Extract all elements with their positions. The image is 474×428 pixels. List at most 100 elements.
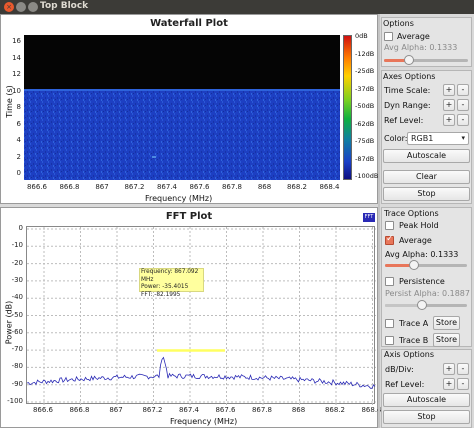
db-div-minus-button[interactable]: -	[457, 363, 469, 375]
fft-ref-level-label: Ref Level:	[385, 380, 425, 389]
colorbar-label-7: -87dB	[355, 154, 375, 163]
trace-b-checkbox[interactable]	[385, 336, 394, 345]
fft-ytick-2: -20	[11, 258, 23, 267]
maximize-icon[interactable]	[28, 2, 38, 12]
fft-canvas[interactable]: Frequency: 867.092 MHz Power: -35.4015 F…	[26, 226, 376, 405]
fft-ytick-10: -100	[7, 397, 23, 405]
colorbar-label-4: -50dB	[355, 102, 375, 110]
axis-options-title: Axis Options	[384, 350, 435, 359]
dyn-range-minus-button[interactable]: -	[457, 99, 469, 111]
axes-options-title: Axes Options	[383, 72, 436, 81]
axes-ref-level-minus-button[interactable]: -	[457, 114, 469, 126]
waterfall-ytick-8: 0	[16, 169, 21, 177]
waterfall-colorbar	[343, 35, 352, 180]
options-average-checkbox[interactable]	[384, 32, 393, 41]
chevron-down-icon: ▾	[461, 134, 465, 142]
options-average-label: Average	[397, 32, 430, 41]
trace-avg-alpha-fill	[385, 264, 414, 267]
colorbar-label-6: -75dB	[355, 137, 375, 145]
waterfall-autoscale-button[interactable]: Autoscale	[383, 149, 470, 163]
fft-autoscale-button[interactable]: Autoscale	[383, 393, 470, 407]
axes-ref-level-plus-button[interactable]: +	[443, 114, 455, 126]
fft-marker-band	[157, 349, 225, 352]
trace-avg-alpha-label: Avg Alpha: 0.1333	[385, 250, 459, 259]
window-title: Top Block	[40, 1, 89, 11]
fft-xtick-7: 868	[291, 406, 306, 414]
trace-a-store-button[interactable]: Store	[433, 316, 460, 330]
waterfall-ytick-5: 6	[16, 119, 21, 128]
dyn-range-plus-button[interactable]: +	[443, 99, 455, 111]
fft-ytick-3: -30	[11, 275, 23, 284]
fft-ylabel: Power (dB)	[4, 300, 14, 345]
persist-alpha-knob[interactable]	[416, 300, 427, 310]
fft-xtick-1: 866.8	[69, 406, 90, 414]
waterfall-image	[24, 35, 340, 180]
waterfall-clear-button[interactable]: Clear	[383, 170, 470, 184]
fft-title: FFT Plot	[165, 211, 213, 222]
persist-alpha-slider[interactable]	[385, 300, 467, 310]
options-avg-alpha-label: Avg Alpha: 0.1333	[384, 43, 458, 52]
waterfall-canvas[interactable]	[24, 35, 340, 180]
colorbar-label-1: -12dB	[355, 49, 375, 58]
color-label: Color:	[384, 134, 408, 143]
fft-ytick-8: -80	[11, 362, 23, 371]
trace-a-checkbox[interactable]	[385, 319, 394, 328]
db-div-plus-button[interactable]: +	[443, 363, 455, 375]
trace-avg-alpha-knob[interactable]	[408, 260, 419, 270]
fft-xtick-2: 867	[109, 406, 123, 414]
marker-fft: FFT: -82.1995	[141, 291, 181, 298]
waterfall-ytick-4: 8	[16, 103, 21, 111]
options-avg-alpha-knob[interactable]	[404, 55, 415, 65]
color-select[interactable]: RGB1 ▾	[407, 132, 469, 145]
fft-xtick-5: 867.6	[215, 406, 236, 414]
waterfall-ytick-7: 2	[16, 152, 21, 161]
options-avg-alpha-slider[interactable]	[384, 55, 468, 65]
fft-xlabel: Frequency (MHz)	[170, 417, 238, 426]
fft-trace	[26, 356, 376, 389]
waterfall-ytick-1: 14	[12, 53, 21, 62]
trace-b-store-button[interactable]: Store	[433, 333, 460, 347]
fft-ytick-5: -50	[11, 310, 23, 319]
fft-ytick-1: -10	[11, 241, 23, 250]
waterfall-xtick-8: 868.2	[286, 183, 308, 191]
marker-frequency: Frequency: 867.092 MHz	[141, 269, 199, 283]
db-div-label: dB/Div:	[385, 365, 414, 374]
fft-ytick-6: -60	[11, 327, 23, 336]
axes-ref-level-label: Ref Level:	[384, 116, 424, 125]
waterfall-xtick-4: 867.4	[156, 183, 178, 191]
waterfall-xtick-0: 866.6	[26, 183, 48, 191]
fft-xtick-3: 867.2	[142, 406, 163, 414]
trace-average-checkbox[interactable]	[385, 234, 394, 245]
fft-xtick-8: 868.2	[324, 406, 346, 414]
colorbar-label-8: -100dB	[355, 172, 379, 180]
waterfall-ytick-6: 4	[16, 136, 21, 144]
waterfall-ytick-3: 10	[12, 86, 21, 95]
color-select-value: RGB1	[411, 134, 434, 143]
waterfall-stop-button[interactable]: Stop	[383, 187, 470, 201]
fft-stop-button[interactable]: Stop	[383, 410, 470, 424]
fft-ref-level-minus-button[interactable]: -	[457, 378, 469, 390]
peak-hold-checkbox[interactable]	[385, 221, 394, 230]
trace-a-label: Trace A	[399, 319, 429, 328]
fft-plot-area	[26, 227, 376, 405]
trace-b-label: Trace B	[399, 336, 429, 345]
fft-ref-level-plus-button[interactable]: +	[443, 378, 455, 390]
fft-xtick-0: 866.6	[32, 406, 54, 414]
panel-divider[interactable]	[378, 14, 380, 428]
marker-power: Power: -35.4015	[141, 284, 189, 290]
fft-xtick-4: 867.4	[178, 406, 200, 414]
waterfall-xtick-5: 867.6	[189, 183, 210, 191]
fft-legend-badge: FFT	[363, 213, 375, 222]
time-scale-plus-button[interactable]: +	[443, 84, 455, 96]
persistence-label: Persistence	[399, 277, 445, 286]
fft-ytick-7: -70	[11, 345, 23, 354]
colorbar-label-0: 0dB	[355, 32, 368, 40]
trace-avg-alpha-slider[interactable]	[385, 260, 467, 270]
waterfall-xtick-3: 867.2	[124, 183, 145, 191]
minimize-icon[interactable]	[16, 2, 26, 12]
persistence-checkbox[interactable]	[385, 277, 394, 286]
close-icon[interactable]: ×	[4, 2, 14, 12]
waterfall-ytick-0: 16	[12, 37, 21, 45]
time-scale-minus-button[interactable]: -	[457, 84, 469, 96]
persist-alpha-fill	[385, 304, 422, 307]
